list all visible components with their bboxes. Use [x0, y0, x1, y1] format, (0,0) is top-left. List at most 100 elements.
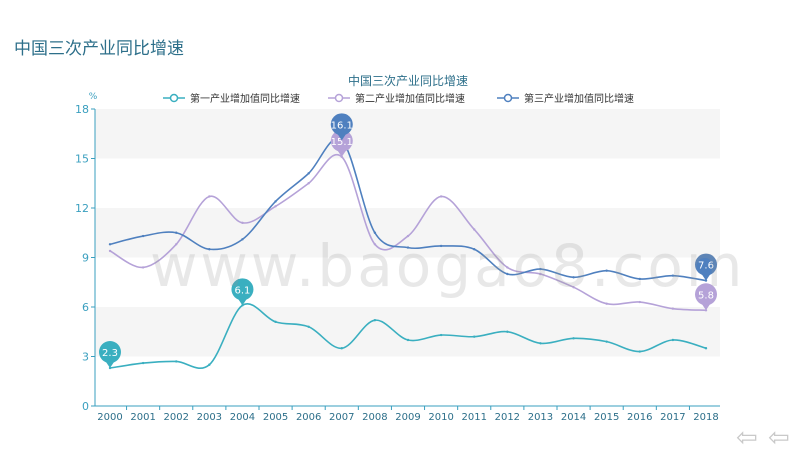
- x-tick-label: 2011: [461, 412, 486, 423]
- data-point: [141, 266, 145, 269]
- data-point: [175, 360, 178, 363]
- x-tick-label: 2016: [627, 412, 652, 423]
- data-point: [638, 350, 641, 353]
- callout-label: 2.3: [102, 348, 118, 359]
- data-point: [638, 300, 641, 304]
- data-point: [373, 231, 377, 234]
- data-point: [141, 361, 145, 365]
- x-tick-label: 2000: [97, 412, 122, 423]
- data-point: [439, 244, 443, 248]
- y-tick-label: 15: [75, 153, 89, 166]
- data-point: [208, 248, 211, 251]
- legend-label: 第二产业增加值同比增速: [355, 92, 465, 105]
- legend-marker: [334, 93, 344, 103]
- data-point: [274, 205, 277, 208]
- page-title: 中国三次产业同比增速: [14, 39, 184, 59]
- legend[interactable]: 第一产业增加值同比增速 第二产业增加值同比增速 第三产业增加值同比增速: [163, 92, 634, 105]
- data-point: [605, 340, 608, 343]
- callout-label: 6.1: [234, 285, 250, 296]
- data-point: [506, 330, 509, 333]
- data-point: [605, 269, 608, 272]
- data-point: [539, 272, 542, 276]
- data-point: [473, 228, 476, 231]
- data-point: [638, 277, 641, 281]
- data-point: [539, 342, 542, 345]
- data-point: [175, 243, 178, 246]
- data-point: [439, 195, 443, 198]
- x-tick-label: 2005: [263, 412, 288, 423]
- callout-label: 7.6: [698, 261, 714, 272]
- y-tick-label: 9: [82, 252, 89, 265]
- legend-label: 第三产业增加值同比增速: [524, 92, 634, 105]
- data-point: [572, 337, 575, 340]
- callout-bubble: [695, 253, 717, 276]
- callout-pin: 16.1: [330, 113, 353, 141]
- x-tick-label: 2014: [561, 412, 586, 423]
- x-tick-label: 2006: [296, 412, 321, 423]
- data-point: [406, 246, 410, 249]
- chart-title: 中国三次产业同比增速: [348, 73, 468, 88]
- data-point: [506, 272, 509, 276]
- callout-pin: 7.6: [695, 253, 717, 281]
- y-tick-label: 0: [82, 400, 89, 413]
- legend-marker: [503, 93, 513, 103]
- data-point: [307, 172, 310, 175]
- legend-item[interactable]: 第二产业增加值同比增速: [328, 92, 465, 105]
- y-tick-label: 12: [75, 202, 89, 215]
- x-tick-label: 2010: [428, 412, 453, 423]
- data-point: [539, 267, 542, 271]
- data-point: [108, 243, 112, 246]
- data-point: [373, 243, 377, 246]
- back-arrow-icon[interactable]: ⇦: [768, 423, 790, 453]
- callout-label: 16.1: [331, 120, 353, 131]
- callout-pin: 2.3: [99, 341, 121, 369]
- x-tick-label: 2003: [197, 412, 222, 423]
- grid-band: [95, 208, 720, 258]
- y-tick-label: 6: [82, 301, 89, 314]
- legend-item[interactable]: 第一产业增加值同比增速: [163, 92, 300, 105]
- axes: 0 3 6 9 12 15 18% 2000 2001 2002 2003 2004 2005 2006 2…: [75, 92, 720, 423]
- data-point: [241, 238, 244, 241]
- data-callouts: 2.3 6.1 15.1 5.8 16.1 7.6: [99, 113, 717, 369]
- data-point: [671, 338, 675, 342]
- callout-bubble: [99, 341, 121, 364]
- data-point: [340, 347, 343, 350]
- data-point: [572, 276, 575, 279]
- data-point: [605, 302, 608, 305]
- x-tick-label: 2008: [362, 412, 387, 423]
- callout-bubble: [231, 278, 254, 301]
- callout-bubble: [695, 283, 717, 306]
- x-tick-label: 2012: [495, 412, 520, 423]
- callout-label: 5.8: [698, 290, 714, 301]
- x-tick-label: 2017: [660, 412, 685, 423]
- data-point: [373, 319, 377, 322]
- x-tick-label: 2001: [130, 412, 155, 423]
- y-axis-label: %: [89, 92, 98, 102]
- callout-bubble: [330, 129, 353, 152]
- callout-bubble: [330, 113, 353, 136]
- data-point: [274, 200, 277, 203]
- x-tick-label: 2002: [163, 412, 188, 423]
- data-point: [241, 221, 244, 225]
- grid-band: [95, 109, 720, 159]
- data-point: [704, 347, 708, 350]
- data-point: [307, 325, 310, 328]
- x-tick-label: 2015: [594, 412, 619, 423]
- data-point: [506, 266, 509, 269]
- series-lines: [108, 137, 708, 370]
- y-tick-label: 3: [82, 351, 89, 364]
- data-point: [108, 249, 112, 253]
- data-point: [307, 182, 310, 185]
- data-point: [439, 333, 443, 337]
- data-point: [208, 363, 211, 366]
- data-point: [473, 248, 476, 251]
- callout-label: 15.1: [331, 137, 353, 148]
- callout-pin: 15.1: [330, 129, 353, 157]
- data-point: [274, 320, 277, 324]
- back-arrow-icon[interactable]: ⇦: [736, 423, 758, 453]
- x-tick-label: 2009: [395, 412, 420, 423]
- data-point: [671, 307, 675, 310]
- data-point: [572, 286, 575, 289]
- legend-item[interactable]: 第三产业增加值同比增速: [497, 92, 634, 105]
